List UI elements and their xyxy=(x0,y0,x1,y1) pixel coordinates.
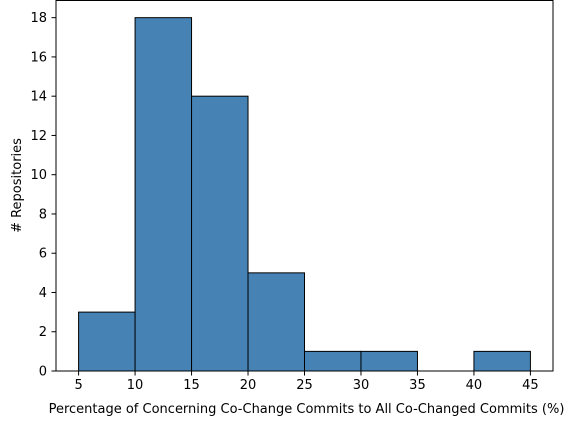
bars-group xyxy=(78,17,531,372)
y-tick-label: 0 xyxy=(39,365,47,380)
y-tick-label: 2 xyxy=(39,325,47,340)
x-tick-label: 15 xyxy=(183,378,200,393)
histogram-bar xyxy=(134,17,193,372)
x-tick-label: 40 xyxy=(466,378,483,393)
histogram-bar xyxy=(247,272,305,372)
x-tick-label: 30 xyxy=(353,378,370,393)
y-tick-label: 14 xyxy=(30,90,47,105)
x-ticks: 5 10 15 20 25 30 35 40 45 xyxy=(74,371,539,393)
y-axis-label: # Repositories xyxy=(10,138,25,233)
y-tick-label: 12 xyxy=(30,129,47,144)
y-tick-label: 4 xyxy=(39,286,47,301)
x-tick-label: 25 xyxy=(296,378,313,393)
x-tick-label: 10 xyxy=(127,378,144,393)
histogram-bar xyxy=(191,95,249,372)
histogram-bar xyxy=(360,350,418,372)
y-tick-label: 18 xyxy=(30,11,47,26)
y-tick-label: 6 xyxy=(39,247,47,262)
x-tick-label: 35 xyxy=(409,378,426,393)
x-tick-label: 20 xyxy=(240,378,257,393)
x-tick-label: 45 xyxy=(522,378,539,393)
y-ticks: 0 2 4 6 8 10 12 14 16 18 xyxy=(30,11,56,380)
histogram-bar xyxy=(304,350,362,372)
histogram-bar xyxy=(473,350,531,372)
x-tick-label: 5 xyxy=(74,378,82,393)
histogram-bar xyxy=(78,311,136,372)
y-tick-label: 16 xyxy=(30,50,47,65)
x-axis-label: Percentage of Concerning Co-Change Commi… xyxy=(49,402,565,417)
y-tick-label: 8 xyxy=(39,207,47,222)
y-tick-label: 10 xyxy=(30,168,47,183)
